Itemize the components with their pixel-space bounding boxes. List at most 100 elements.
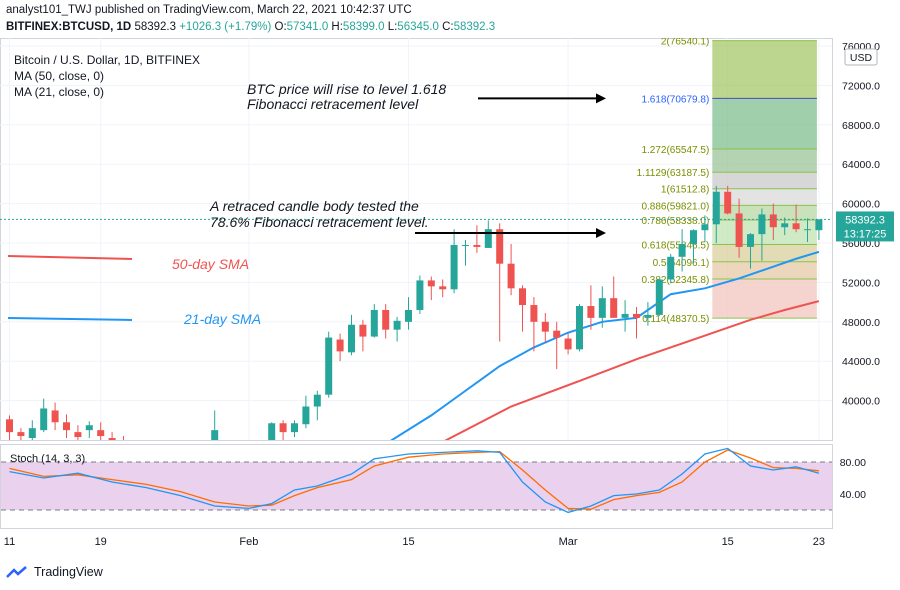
candle-body bbox=[51, 410, 59, 423]
candle-body bbox=[769, 214, 777, 228]
candle-body bbox=[644, 314, 652, 318]
time-tick-label: Feb bbox=[239, 536, 258, 548]
stoch-tick-label: 80.00 bbox=[840, 457, 866, 469]
price-change: +1026.3 (+1.79%) bbox=[179, 21, 272, 33]
sma50-label: 50-day SMA bbox=[172, 256, 249, 272]
price-tick-label: 44000.0 bbox=[842, 356, 880, 368]
candle-body bbox=[291, 423, 298, 433]
candle-body bbox=[576, 306, 583, 350]
time-tick-label: 19 bbox=[95, 536, 107, 548]
price-tick-label: 40000.0 bbox=[842, 396, 880, 408]
candle-body bbox=[450, 244, 458, 290]
fib-level-label: 1.618(70679.8) bbox=[641, 94, 709, 105]
candle-body bbox=[530, 305, 538, 322]
candle-body bbox=[678, 243, 686, 257]
candle-body bbox=[336, 339, 344, 352]
time-tick-label: Mar bbox=[559, 536, 578, 548]
close-label: C: bbox=[442, 21, 454, 33]
last-price: 58392.3 bbox=[134, 21, 177, 33]
candle-body bbox=[667, 256, 675, 280]
candle-body bbox=[815, 219, 823, 231]
time-tick-label: 15 bbox=[402, 536, 414, 548]
fib-target-arrowhead bbox=[596, 93, 606, 104]
fib-zone bbox=[712, 244, 817, 262]
candle-body bbox=[610, 298, 618, 318]
candle-body bbox=[553, 330, 561, 338]
candle-body bbox=[587, 306, 595, 318]
candle-body bbox=[541, 321, 549, 332]
price-tick-label: 64000.0 bbox=[842, 159, 880, 171]
stoch-label: Stoch (14, 3, 3) bbox=[10, 453, 85, 465]
countdown-text: 13:17:25 bbox=[844, 228, 887, 240]
fib-level-label: 0.786(58338.0) bbox=[641, 216, 709, 227]
fib-zone bbox=[712, 172, 817, 189]
candle-body bbox=[724, 191, 732, 214]
retrace-note-line1: A retraced candle body tested the bbox=[209, 198, 419, 214]
legend-ma21: MA (21, close, 0) bbox=[14, 85, 105, 99]
candle-body bbox=[621, 313, 629, 318]
fib-zone bbox=[712, 148, 817, 173]
fib-level-label: 1.272(65547.5) bbox=[641, 145, 709, 156]
price-tick-label: 68000.0 bbox=[842, 120, 880, 132]
candle-body bbox=[655, 279, 663, 315]
candle-body bbox=[382, 309, 390, 330]
high-value: 58399.0 bbox=[342, 21, 385, 33]
candle-body bbox=[427, 280, 435, 287]
fib-level-label: 2(76540.1) bbox=[661, 37, 709, 48]
candle-body bbox=[370, 309, 378, 337]
fibonacci-tool[interactable]: 2(76540.1) 1.618(70679.8) 1.272(65547.5) 1.… bbox=[637, 37, 817, 325]
low-label: L: bbox=[387, 21, 398, 33]
candle-body bbox=[97, 430, 105, 437]
fib-level-label: 0.114(48370.5) bbox=[642, 314, 709, 325]
price-tick-label: 48000.0 bbox=[842, 317, 880, 329]
sma21-legend-line bbox=[7, 317, 133, 321]
candle-body bbox=[120, 441, 127, 447]
close-value: 58392.3 bbox=[453, 21, 496, 33]
stoch-pane-border bbox=[0, 444, 833, 529]
sma21-label: 21-day SMA bbox=[183, 311, 261, 327]
last-price-badge-text: 58392.3 bbox=[845, 214, 885, 226]
price-axis[interactable]: 76000.072000.068000.064000.060000.056000… bbox=[836, 41, 894, 408]
tradingview-footer[interactable]: TradingView bbox=[6, 565, 103, 579]
candle-body bbox=[747, 234, 754, 247]
candle-body bbox=[85, 425, 93, 431]
candle-body bbox=[690, 230, 697, 244]
candle-body bbox=[348, 324, 355, 353]
time-axis[interactable]: 11 19 Feb 15 Mar 15 23 bbox=[4, 536, 825, 548]
currency-badge bbox=[844, 48, 878, 66]
candle-body bbox=[735, 213, 743, 247]
low-value: 56345.0 bbox=[397, 21, 439, 33]
candle-body bbox=[598, 298, 606, 318]
fib-zone bbox=[712, 188, 817, 206]
candle-body bbox=[507, 263, 515, 289]
candle-body bbox=[416, 280, 424, 310]
fib-zone bbox=[712, 98, 817, 149]
high-label: H: bbox=[331, 21, 343, 33]
time-tick-label: 11 bbox=[4, 536, 15, 548]
fib-level-label: 0.5(54096.1) bbox=[653, 258, 710, 269]
legend-ma50: MA (50, close, 0) bbox=[14, 69, 105, 83]
currency-badge-text: USD bbox=[850, 52, 873, 64]
ohlc-line: BITFINEX:BTCUSD, 1D 58392.3 +1026.3 (+1.… bbox=[6, 21, 495, 33]
candle-body bbox=[633, 313, 640, 318]
candle-body bbox=[781, 223, 789, 228]
open-label: O: bbox=[274, 21, 287, 33]
candle-body bbox=[804, 229, 811, 231]
price-tick-label: 72000.0 bbox=[842, 80, 880, 92]
candle-body bbox=[484, 229, 492, 248]
publisher-line: analyst101_TWJ published on TradingView.… bbox=[6, 4, 412, 16]
sma21-line bbox=[390, 250, 820, 440]
candle-body bbox=[439, 286, 447, 290]
sma50-legend-line bbox=[7, 255, 133, 260]
candle-body bbox=[6, 419, 13, 433]
stoch-k-line bbox=[9, 447, 820, 514]
tradingview-logo-icon bbox=[6, 566, 27, 578]
candle-body bbox=[792, 223, 800, 230]
fib-level-label: 0.618(55846.5) bbox=[641, 241, 709, 252]
open-value: 57341.0 bbox=[286, 21, 329, 33]
stoch-band bbox=[1, 462, 832, 510]
moving-averages bbox=[390, 250, 820, 440]
candle-body bbox=[313, 394, 321, 407]
price-tick-label: 52000.0 bbox=[842, 277, 880, 289]
